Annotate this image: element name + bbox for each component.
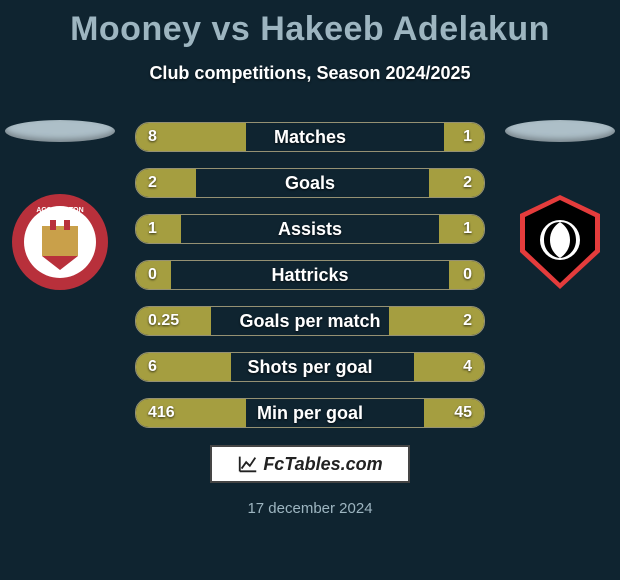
stat-row: 6 4 Shots per goal: [135, 352, 485, 382]
stat-label: Goals: [136, 169, 484, 198]
stat-row: 0 0 Hattricks: [135, 260, 485, 290]
chart-icon: [237, 453, 259, 475]
player-left-crest: ACCRINGTON: [0, 120, 120, 292]
stat-label: Min per goal: [136, 399, 484, 428]
stat-row: 0.25 2 Goals per match: [135, 306, 485, 336]
stat-row: 8 1 Matches: [135, 122, 485, 152]
stat-label: Matches: [136, 123, 484, 152]
accrington-crest-icon: ACCRINGTON: [10, 192, 110, 292]
subtitle: Club competitions, Season 2024/2025: [0, 63, 620, 84]
stats-panel: 8 1 Matches 2 2 Goals 1 1 Assists 0 0 Ha…: [135, 122, 485, 444]
halo-left: [5, 120, 115, 142]
stat-label: Shots per goal: [136, 353, 484, 382]
halo-right: [505, 120, 615, 142]
stat-row: 1 1 Assists: [135, 214, 485, 244]
brand-box[interactable]: FcTables.com: [210, 445, 410, 483]
crest-icon-right: [510, 192, 610, 292]
date-text: 17 december 2024: [0, 500, 620, 517]
stat-label: Hattricks: [136, 261, 484, 290]
svg-text:ACCRINGTON: ACCRINGTON: [36, 207, 83, 214]
salford-crest-icon: [510, 192, 610, 292]
page-title: Mooney vs Hakeeb Adelakun: [0, 0, 620, 49]
player-right-crest: [500, 120, 620, 292]
stat-row: 2 2 Goals: [135, 168, 485, 198]
stat-label: Assists: [136, 215, 484, 244]
crest-icon-left: ACCRINGTON: [10, 192, 110, 292]
brand-text: FcTables.com: [263, 454, 382, 475]
stat-row: 416 45 Min per goal: [135, 398, 485, 428]
stat-label: Goals per match: [136, 307, 484, 336]
